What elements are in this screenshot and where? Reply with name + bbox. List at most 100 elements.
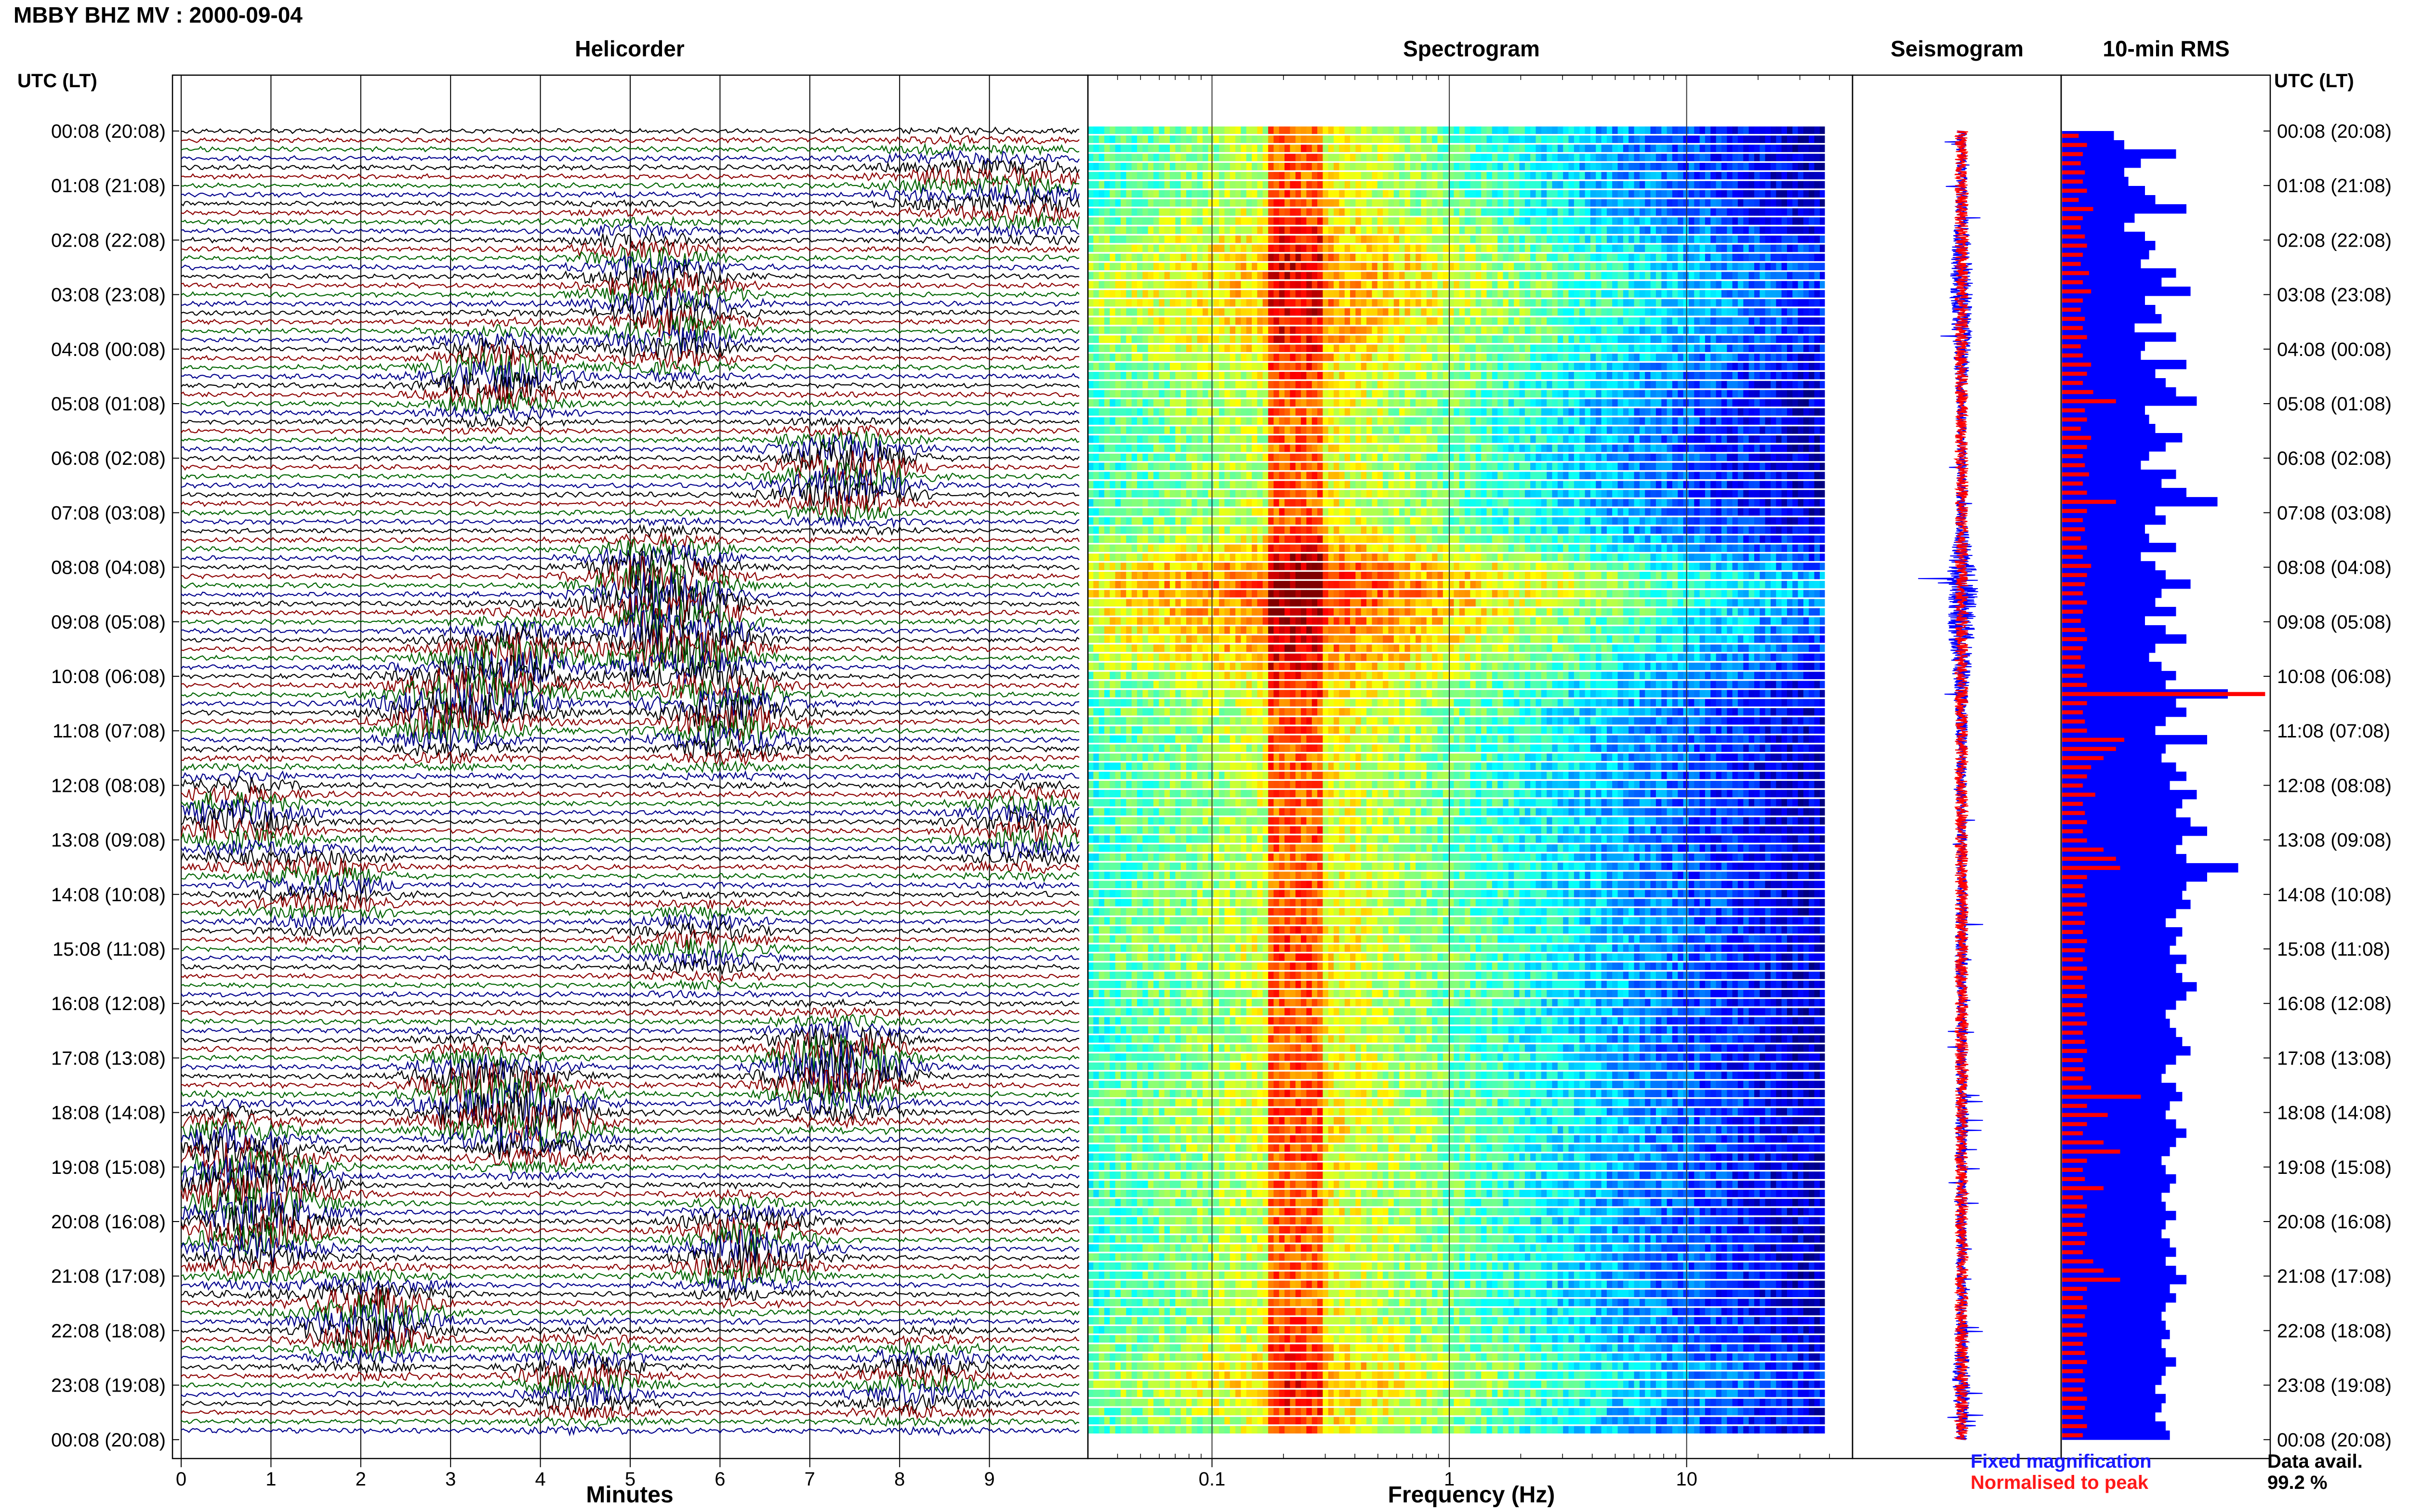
spectrogram-cell xyxy=(1727,354,1733,361)
spectrogram-cell xyxy=(1590,417,1596,425)
spectrogram-cell xyxy=(1175,335,1181,343)
spectrogram-cell xyxy=(1667,390,1673,398)
spectrogram-cell xyxy=(1164,417,1170,425)
spectrogram-cell xyxy=(1519,208,1525,216)
spectrogram-cell xyxy=(1366,363,1372,370)
spectrogram-cell xyxy=(1524,363,1531,370)
rms-y-tick-label: 03:08 (23:08) xyxy=(2277,285,2392,306)
spectrogram-cell xyxy=(1191,290,1198,298)
spectrogram-cell xyxy=(1737,281,1744,289)
spectrogram-cell xyxy=(1410,281,1416,289)
spectrogram-cell xyxy=(1519,308,1525,316)
spectrogram-cell xyxy=(1295,390,1301,398)
spectrogram-cell xyxy=(1639,135,1645,143)
spectrogram-cell xyxy=(1361,199,1367,207)
spectrogram-cell xyxy=(1568,199,1575,207)
spectrogram-cell xyxy=(1301,435,1307,443)
spectrogram-cell xyxy=(1148,208,1154,216)
spectrogram-cell xyxy=(1328,381,1334,389)
spectrogram-cell xyxy=(1596,308,1602,316)
spectrogram-cell xyxy=(1164,253,1170,262)
spectrogram-cell xyxy=(1519,199,1525,207)
spectrogram-cell xyxy=(1246,253,1252,262)
spectrogram-cell xyxy=(1792,381,1799,389)
spectrogram-cell xyxy=(1678,145,1684,152)
spectrogram-cell xyxy=(1798,263,1804,271)
spectrogram-cell xyxy=(1743,190,1749,198)
spectrogram-cell xyxy=(1601,426,1607,434)
spectrogram-cell xyxy=(1650,372,1656,380)
spectrogram-cell xyxy=(1765,199,1771,207)
spectrogram-cell xyxy=(1273,363,1280,370)
spectrogram-cell xyxy=(1672,290,1678,298)
spectrogram-cell xyxy=(1465,299,1471,307)
spectrogram-cell xyxy=(1809,171,1815,180)
spectrogram-cell xyxy=(1246,399,1252,407)
spectrogram-cell xyxy=(1623,408,1629,416)
spectrogram-cell xyxy=(1410,335,1416,343)
spectrogram-cell xyxy=(1787,381,1793,389)
spectrogram-cell xyxy=(1388,126,1394,134)
spectrogram-cell xyxy=(1339,399,1345,407)
spectrogram-cell xyxy=(1814,199,1820,207)
spectrogram-cell xyxy=(1099,244,1105,252)
spectrogram-cell xyxy=(1191,435,1198,443)
spectrogram-cell xyxy=(1279,154,1285,161)
spectrogram-cell xyxy=(1743,244,1749,252)
spectrogram-cell xyxy=(1514,381,1520,389)
spectrogram-cell xyxy=(1710,217,1717,225)
spectrogram-cell xyxy=(1142,236,1149,243)
spectrogram-cell xyxy=(1366,135,1372,143)
spectrogram-cell xyxy=(1754,363,1760,370)
spectrogram-cell xyxy=(1809,272,1815,279)
spectrogram-cell xyxy=(1754,208,1760,216)
spectrogram-cell xyxy=(1678,299,1684,307)
spectrogram-cell xyxy=(1126,208,1132,216)
spectrogram-cell xyxy=(1552,199,1558,207)
spectrogram-cell xyxy=(1792,390,1799,398)
spectrogram-cell xyxy=(1230,217,1236,225)
spectrogram-cell xyxy=(1699,344,1706,352)
spectrogram-cell xyxy=(1650,244,1656,252)
spectrogram-cell xyxy=(1568,171,1575,180)
spectrogram-cell xyxy=(1099,299,1105,307)
spectrogram-cell xyxy=(1557,363,1563,370)
spectrogram-cell xyxy=(1514,171,1520,180)
spectrogram-cell xyxy=(1416,335,1421,343)
spectrogram-cell xyxy=(1563,135,1569,143)
spectrogram-cell xyxy=(1645,408,1651,416)
spectrogram-cell xyxy=(1126,408,1132,416)
spectrogram-cell xyxy=(1596,326,1602,334)
spectrogram-cell xyxy=(1519,317,1525,325)
spectrogram-cell xyxy=(1383,208,1389,216)
spectrogram-cell xyxy=(1328,126,1334,134)
spectrogram-cell xyxy=(1230,326,1236,334)
spectrogram-cell xyxy=(1557,426,1563,434)
spectrogram-cell xyxy=(1672,335,1678,343)
helicorder-trace xyxy=(180,1172,1080,1214)
spectrogram-cell xyxy=(1781,426,1787,434)
spectrogram-cell xyxy=(1503,381,1509,389)
spectrogram-cell xyxy=(1672,435,1678,443)
spectrogram-cell xyxy=(1208,190,1214,198)
spectrogram-cell xyxy=(1241,335,1247,343)
spectrogram-cell xyxy=(1137,408,1143,416)
spectrogram-cell xyxy=(1088,435,1094,443)
spectrogram-cell xyxy=(1617,244,1624,252)
spectrogram-cell xyxy=(1617,326,1624,334)
spectrogram-cell xyxy=(1716,135,1722,143)
spectrogram-cell xyxy=(1705,290,1711,298)
spectrogram-cell xyxy=(1230,190,1236,198)
spectrogram-cell xyxy=(1737,190,1744,198)
spectrogram-cell xyxy=(1803,135,1809,143)
spectrogram-cell xyxy=(1175,390,1181,398)
spectrogram-cell xyxy=(1383,426,1389,434)
spectrogram-cell xyxy=(1645,399,1651,407)
spectrogram-cell xyxy=(1661,354,1668,361)
spectrogram-cell xyxy=(1792,236,1799,243)
spectrogram-cell xyxy=(1323,426,1329,434)
spectrogram-cell xyxy=(1771,354,1776,361)
spectrogram-cell xyxy=(1361,145,1367,152)
spectrogram-cell xyxy=(1486,281,1493,289)
spectrogram-cell xyxy=(1268,299,1274,307)
